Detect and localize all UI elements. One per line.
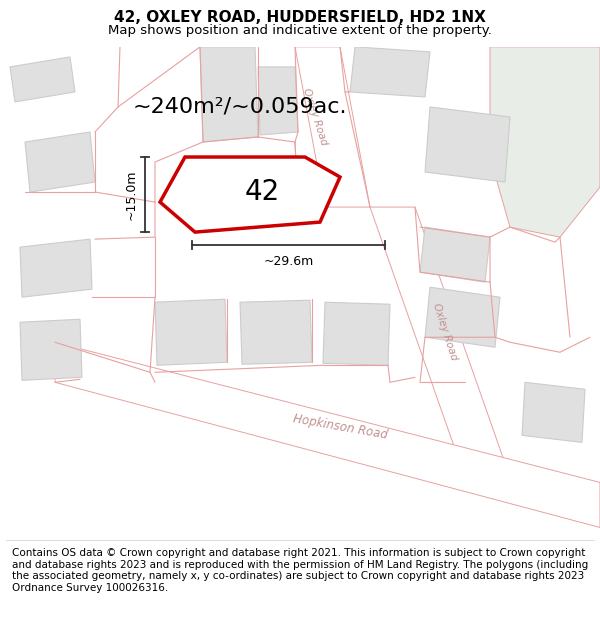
Text: ~15.0m: ~15.0m: [125, 169, 137, 220]
Polygon shape: [160, 157, 340, 232]
Text: ~29.6m: ~29.6m: [263, 254, 314, 268]
Polygon shape: [370, 207, 510, 478]
Polygon shape: [55, 342, 600, 528]
Polygon shape: [425, 107, 510, 182]
Polygon shape: [25, 132, 95, 192]
Text: 42: 42: [244, 178, 280, 206]
Text: Oxley Road: Oxley Road: [301, 87, 329, 147]
Text: Oxley Road: Oxley Road: [431, 302, 459, 362]
Polygon shape: [295, 47, 370, 207]
Text: Contains OS data © Crown copyright and database right 2021. This information is : Contains OS data © Crown copyright and d…: [12, 548, 588, 592]
Polygon shape: [350, 47, 430, 97]
Polygon shape: [155, 299, 227, 365]
Polygon shape: [240, 300, 312, 364]
Polygon shape: [20, 319, 82, 380]
Polygon shape: [200, 47, 258, 142]
Text: Map shows position and indicative extent of the property.: Map shows position and indicative extent…: [108, 24, 492, 36]
Polygon shape: [490, 47, 600, 237]
Polygon shape: [10, 57, 75, 102]
Polygon shape: [425, 287, 500, 348]
Polygon shape: [420, 227, 490, 282]
Polygon shape: [323, 302, 390, 365]
Text: Hopkinson Road: Hopkinson Road: [292, 412, 388, 442]
Text: 42, OXLEY ROAD, HUDDERSFIELD, HD2 1NX: 42, OXLEY ROAD, HUDDERSFIELD, HD2 1NX: [114, 10, 486, 25]
Polygon shape: [522, 382, 585, 442]
Polygon shape: [20, 239, 92, 298]
Polygon shape: [258, 67, 298, 135]
Text: ~240m²/~0.059ac.: ~240m²/~0.059ac.: [133, 97, 347, 117]
